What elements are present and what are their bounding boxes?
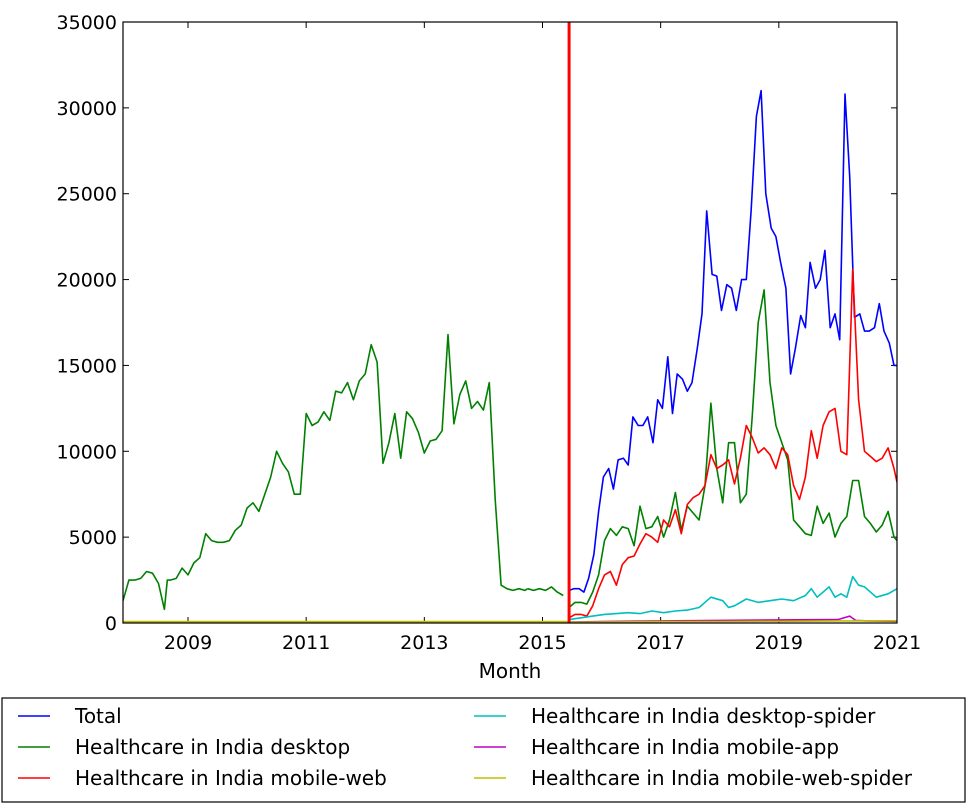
x-tick-label: 2013 (400, 632, 448, 654)
x-tick-label: 2017 (636, 632, 684, 654)
series-line-mobilewebspider-post (569, 620, 897, 623)
x-tick-label: 2015 (518, 632, 566, 654)
series-line-2 (527, 586, 564, 597)
series-line-desktop-post (568, 289, 897, 609)
y-tick-label: 35000 (57, 12, 117, 34)
y-tick-label: 20000 (57, 270, 117, 292)
y-tick-label: 25000 (57, 184, 117, 206)
y-tick-label: 30000 (57, 98, 117, 120)
legend-label: Healthcare in India desktop-spider (531, 704, 876, 728)
legend-label: Total (74, 704, 122, 728)
series-line-1 (123, 333, 529, 611)
legend: Total Healthcare in India desktop Healthca… (1, 697, 966, 803)
x-axis-title: Month (479, 659, 542, 683)
y-tick-label: 0 (105, 613, 117, 635)
x-tick-label: 2019 (755, 632, 803, 654)
series-line-desktopspider-post (568, 575, 897, 621)
legend-label: Healthcare in India desktop (75, 735, 350, 759)
series-line-mobileweb-post (568, 268, 897, 619)
series-group (123, 22, 897, 623)
y-tick-label: 10000 (57, 441, 117, 463)
y-tick-label: 5000 (69, 527, 117, 549)
x-tick-label: 2021 (873, 632, 921, 654)
legend-label: Healthcare in India mobile-web (75, 766, 387, 790)
x-tick-label: 2009 (164, 632, 212, 654)
series-line-0 (568, 89, 897, 593)
plot-frame (122, 21, 898, 624)
legend-label: Healthcare in India mobile-app (531, 735, 839, 759)
y-tick-label: 15000 (57, 355, 117, 377)
x-tick-label: 2011 (282, 632, 330, 654)
legend-label: Healthcare in India mobile-web-spider (531, 766, 913, 790)
